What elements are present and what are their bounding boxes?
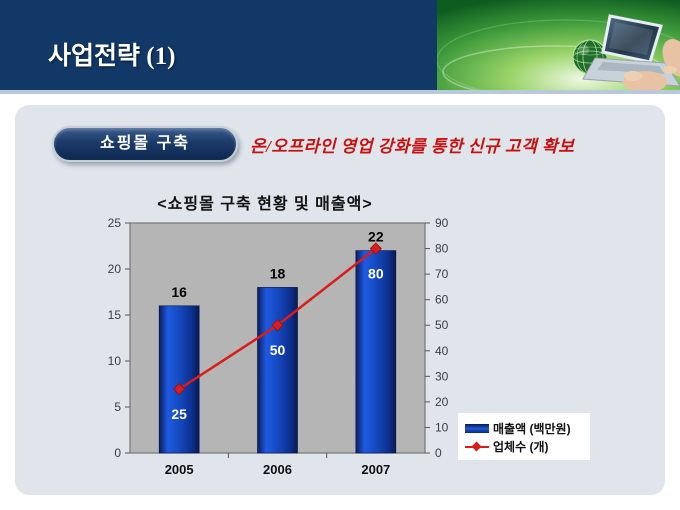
right-axis-label: 90 — [435, 216, 449, 230]
x-category-label: 2005 — [165, 462, 194, 477]
legend-item-sales: 매출액 (백만원) — [465, 419, 583, 437]
left-axis-label: 5 — [114, 400, 121, 414]
bar-value-label: 18 — [270, 265, 286, 281]
right-axis-label: 50 — [435, 318, 449, 332]
right-axis-label: 0 — [435, 446, 442, 460]
globe-laptop-image — [437, 0, 680, 90]
left-axis-label: 10 — [108, 354, 122, 368]
line-marker-2005 — [173, 383, 186, 396]
right-axis-label: 40 — [435, 344, 449, 358]
right-axis-label: 80 — [435, 242, 449, 256]
x-category-label: 2006 — [263, 462, 292, 477]
bar-series-swatch — [465, 423, 489, 433]
chart-title: <쇼핑몰 구축 현황 및 매출액> — [157, 196, 373, 213]
right-axis-label: 30 — [435, 369, 449, 383]
bar-2006 — [257, 287, 298, 454]
legend-item-count: 업체수 (개) — [465, 437, 583, 455]
slide-subtitle: 온/오프라인 영업 강화를 통한 신규 고객 확보 — [250, 137, 575, 156]
header-photo-art — [437, 0, 680, 90]
left-axis-label: 0 — [114, 446, 121, 460]
chart-legend: 매출액 (백만원) 업체수 (개) — [458, 413, 590, 460]
right-axis-label: 60 — [435, 293, 449, 307]
right-axis-label: 20 — [435, 395, 449, 409]
section-badge-label: 쇼핑몰 구축 — [99, 135, 191, 152]
line-value-label: 80 — [368, 266, 384, 282]
left-axis-label: 15 — [108, 308, 122, 322]
line-value-label: 25 — [171, 406, 187, 422]
page-title: 사업전략 (1) — [48, 43, 176, 70]
left-axis-label: 20 — [108, 262, 122, 276]
line-marker-2006 — [271, 319, 284, 332]
right-axis-label: 10 — [435, 420, 449, 434]
hands-icon — [623, 39, 680, 90]
x-category-label: 2007 — [361, 462, 390, 477]
diamond-marker-icon — [471, 441, 482, 451]
header-divider — [0, 90, 680, 94]
left-axis-label: 25 — [108, 216, 122, 230]
bar-value-label: 16 — [171, 284, 187, 300]
section-badge: 쇼핑몰 구축 — [52, 126, 238, 162]
slide-header: 사업전략 (1) — [0, 0, 680, 90]
line-value-label: 50 — [270, 342, 286, 358]
bar-value-label: 22 — [368, 229, 384, 245]
line-series-swatch — [465, 441, 489, 451]
bar-2007 — [355, 250, 397, 454]
legend-label-sales: 매출액 (백만원) — [493, 421, 571, 436]
legend-label-count: 업체수 (개) — [493, 439, 549, 454]
combo-chart: 0 5 10 15 20 25 0 10 20 30 40 50 60 70 80 90 16 18 22 25 50 8… — [108, 216, 449, 477]
line-marker-2007 — [369, 242, 382, 255]
right-axis-label: 70 — [435, 267, 449, 281]
